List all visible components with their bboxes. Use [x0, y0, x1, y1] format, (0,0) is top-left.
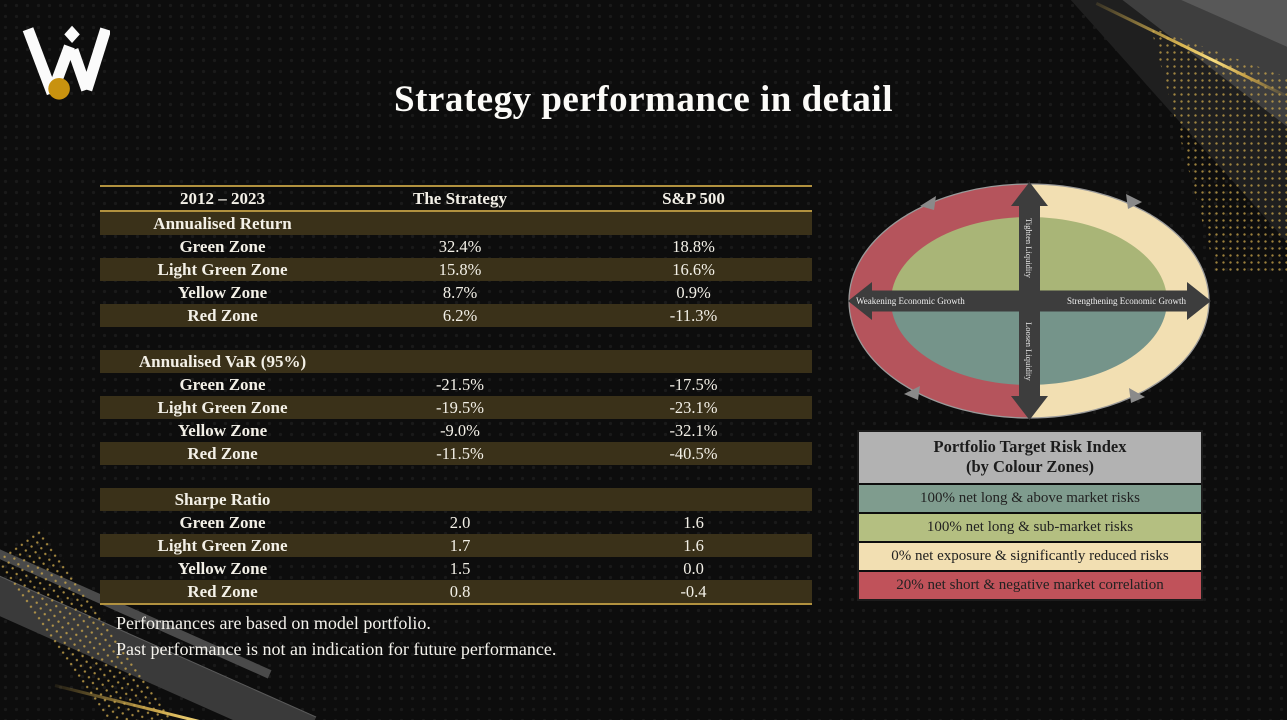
spacer-row [100, 327, 812, 350]
footnote-line: Performances are based on model portfoli… [116, 613, 431, 633]
rim-arrow-icon [1126, 194, 1142, 209]
rim-arrow-icon [920, 196, 936, 210]
axis-label-strengthening-growth: Strengthening Economic Growth [1067, 296, 1186, 306]
table-header-row: 2012 – 2023 The Strategy S&P 500 [100, 187, 812, 212]
axis-label-loosen-liquidity: Loosen Liquidity [1024, 322, 1034, 382]
footnotes: Performances are based on model portfoli… [116, 610, 556, 662]
table-row: Green Zone 32.4% 18.8% [179, 237, 715, 256]
table-row: Red Zone 6.2% -11.3% [100, 304, 812, 327]
legend-item-green-zone: 100% net long & above market risks [859, 485, 1201, 514]
section-row-sharpe-ratio: Sharpe Ratio [100, 488, 812, 511]
risk-quadrant-diagram: Tighten Liquidity Loosen Liquidity Weake… [848, 182, 1211, 420]
table-row: Light Green Zone 15.8% 16.6% [100, 258, 812, 281]
table-row: Red Zone -11.5% -40.5% [100, 442, 812, 465]
company-w-logo-icon [22, 25, 110, 100]
logo-diamond [64, 25, 80, 43]
table-row: Light Green Zone -19.5% -23.1% [100, 396, 812, 419]
legend-item-light-green-zone: 100% net long & sub-market risks [859, 514, 1201, 543]
performance-table: 2012 – 2023 The Strategy S&P 500 Annuali… [100, 185, 812, 605]
legend-item-yellow-zone: 0% net exposure & significantly reduced … [859, 543, 1201, 572]
spacer-row [100, 465, 812, 488]
table-row: Red Zone 0.8 -0.4 [100, 580, 812, 603]
arrowhead-left-icon [848, 282, 872, 320]
table-row: Green Zone 2.0 1.6 [179, 513, 704, 532]
axis-label-weakening-growth: Weakening Economic Growth [856, 296, 965, 306]
table-row: Yellow Zone 8.7% 0.9% [177, 283, 711, 302]
rim-arrow-icon [1129, 388, 1145, 403]
section-row-annualised-return: Annualised Return [100, 212, 812, 235]
column-header-period: 2012 – 2023 [180, 189, 265, 208]
section-row-annualised-var: Annualised VaR (95%) [100, 350, 812, 373]
arrowhead-right-icon [1187, 282, 1211, 320]
rim-arrow-icon [904, 386, 920, 400]
axis-label-tighten-liquidity: Tighten Liquidity [1024, 218, 1034, 279]
page-title: Strategy performance in detail [394, 79, 893, 120]
arrowhead-up-icon [1011, 182, 1048, 206]
legend-title: Portfolio Target Risk Index (by Colour Z… [859, 432, 1201, 485]
table-row: Yellow Zone 1.5 0.0 [177, 559, 704, 578]
arrowhead-down-icon [1011, 396, 1048, 420]
footnote-line: Past performance is not an indication fo… [116, 639, 557, 659]
risk-index-legend: Portfolio Target Risk Index (by Colour Z… [857, 430, 1203, 601]
gold-diagonal-line [54, 684, 347, 720]
table-row: Light Green Zone 1.7 1.6 [100, 534, 812, 557]
table-row: Yellow Zone -9.0% -32.1% [177, 421, 718, 440]
column-header-benchmark: S&P 500 [662, 189, 725, 208]
legend-item-red-zone: 20% net short & negative market correlat… [859, 572, 1201, 599]
logo-gold-ball [48, 77, 70, 100]
column-header-strategy: The Strategy [413, 189, 507, 208]
table-row: Green Zone -21.5% -17.5% [179, 375, 718, 394]
